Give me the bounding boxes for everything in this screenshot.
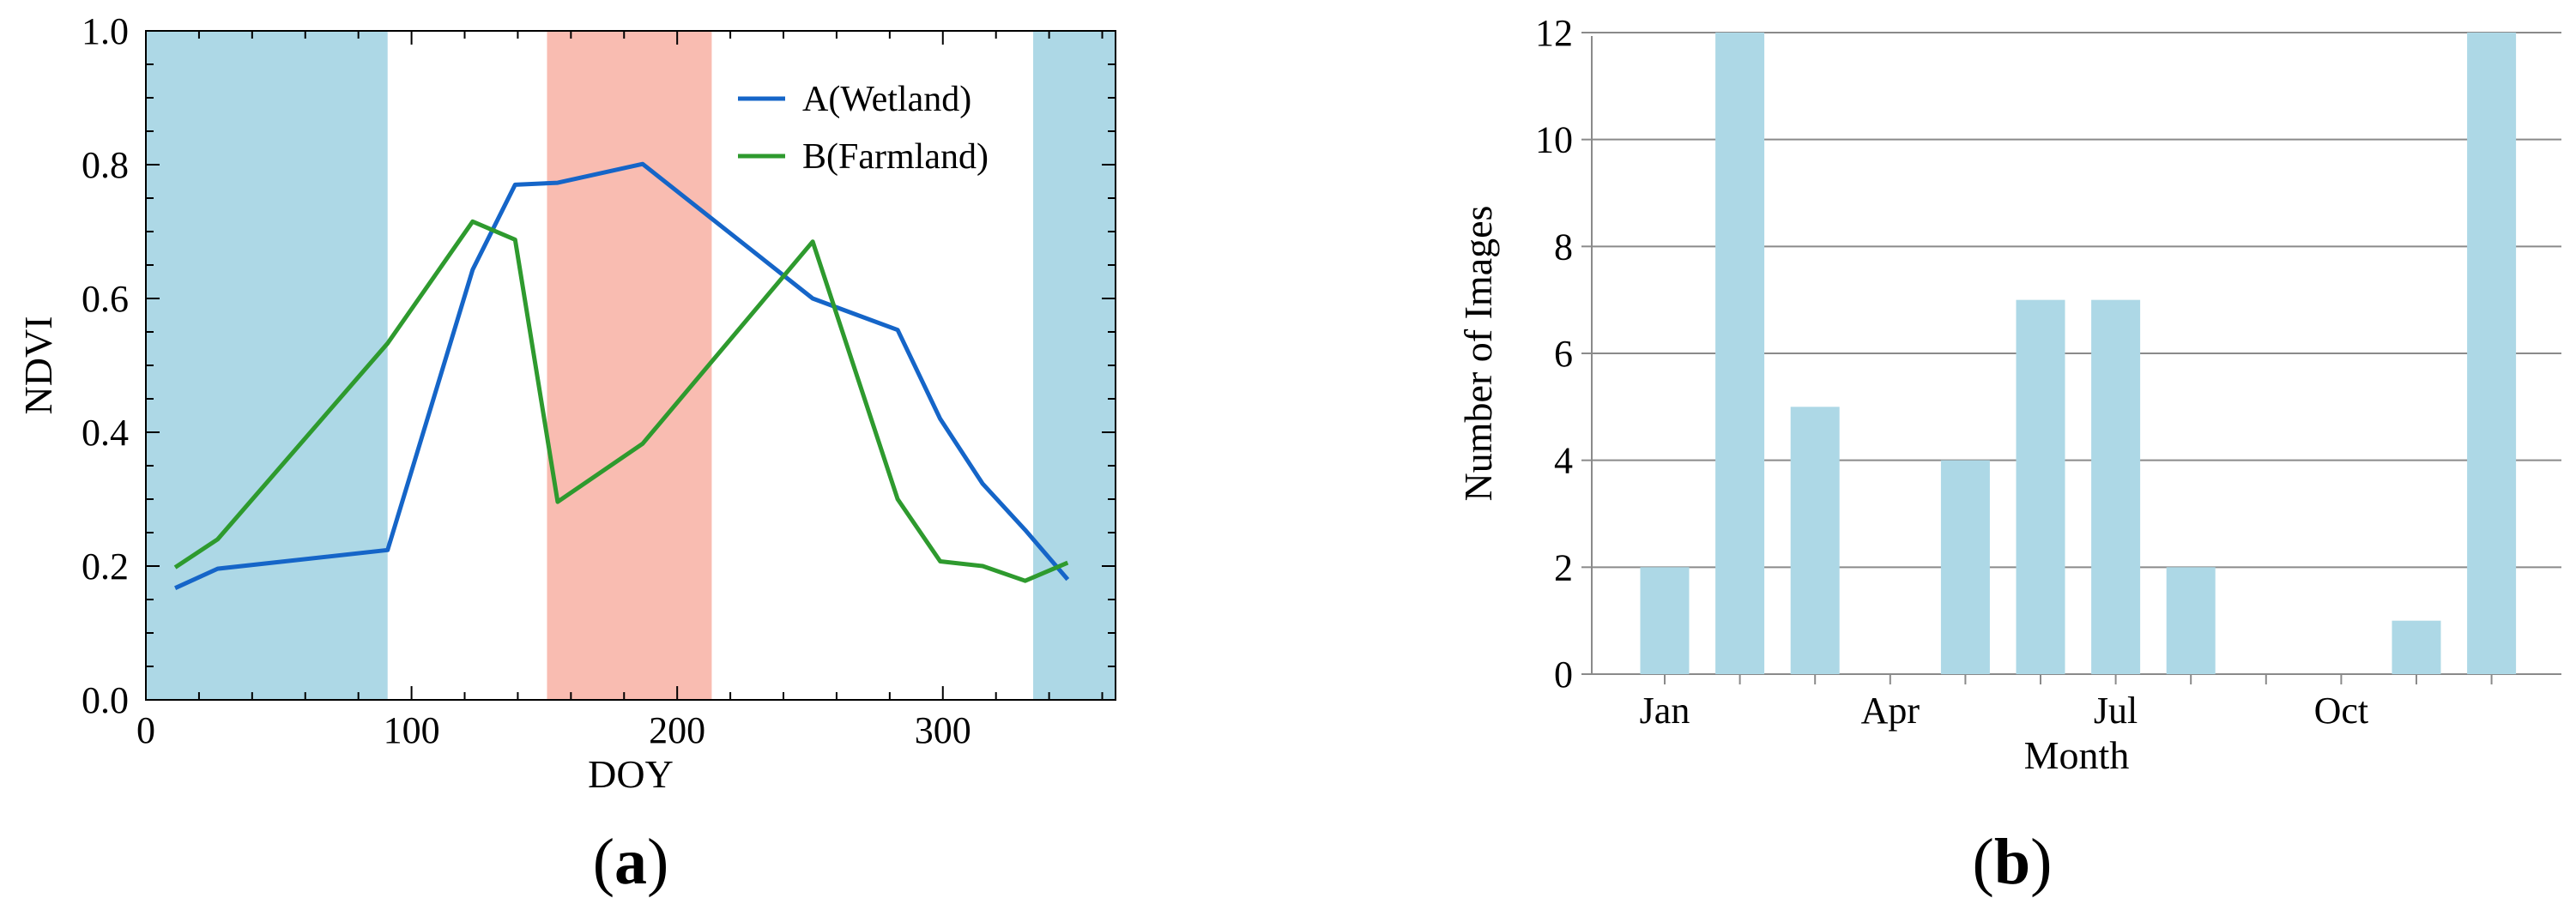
legend-label-wetland: A(Wetland) [802,80,971,119]
bar-nov [2392,620,2441,674]
shaded-region-2 [1033,31,1116,700]
series-line-farmland [173,219,1069,583]
y-tick-label: 8 [1554,226,1573,268]
y-axis-label: NDVI [16,316,60,415]
y-tick-label: 0.2 [82,545,129,588]
x-tick-label: Jul [2094,690,2138,732]
shaded-region-1 [547,31,712,700]
bars [1640,33,2517,674]
chart-b: 0 2 4 6 8 10 12 Jan Apr Jul Oct Month Number of Im… [1456,12,2561,898]
axis-ticks: 0 100 200 300 0.0 0.2 0.4 0.6 0.8 1.0 [82,10,1116,751]
y-tick-label: 1.0 [82,10,129,52]
shaded-region-0 [146,31,388,700]
bar-dec [2467,33,2517,674]
x-tick-label: 100 [384,709,440,751]
legend-label-farmland: B(Farmland) [802,137,989,177]
bar-jan [1640,567,1690,674]
x-axis-label: Month [2024,733,2130,777]
series-line-wetland [174,161,1070,590]
y-tick-label: 0.4 [82,412,129,454]
y-tick-label: 0.6 [82,278,129,320]
axis-ticks: 0 2 4 6 8 10 12 Jan Apr Jul Oct [1535,12,2493,732]
y-tick-label: 0.0 [82,679,129,721]
bar-aug [2166,567,2216,674]
legend: A(Wetland) B(Farmland) [738,80,989,177]
x-axis-label: DOY [588,752,674,796]
x-tick-label: Apr [1861,690,1920,732]
y-tick-label: 6 [1554,333,1573,375]
bar-jul [2091,299,2141,674]
bar-mar [1790,407,1840,674]
y-tick-label: 12 [1535,12,1573,54]
x-tick-label: 300 [915,709,971,751]
shaded-regions [146,31,1116,700]
panel-label-b: (b) [1973,826,2053,898]
y-tick-label: 0.8 [82,144,129,186]
y-tick-label: 0 [1554,654,1573,696]
y-tick-label: 2 [1554,546,1573,588]
y-tick-label: 4 [1554,440,1573,482]
y-axis-label: Number of Images [1456,206,1500,502]
x-tick-label: 0 [136,709,155,751]
bar-jun [2016,299,2065,674]
x-tick-label: 200 [649,709,705,751]
x-tick-label: Oct [2314,690,2369,732]
bar-may [1940,460,1990,674]
y-tick-label: 10 [1535,119,1573,161]
series-lines [173,161,1070,590]
bar-feb [1715,33,1765,674]
panel-label-a: (a) [593,826,669,898]
chart-a: 0 100 200 300 0.0 0.2 0.4 0.6 0.8 1.0 DOY NDVI A(… [16,10,1116,898]
x-tick-label: Jan [1640,690,1690,732]
